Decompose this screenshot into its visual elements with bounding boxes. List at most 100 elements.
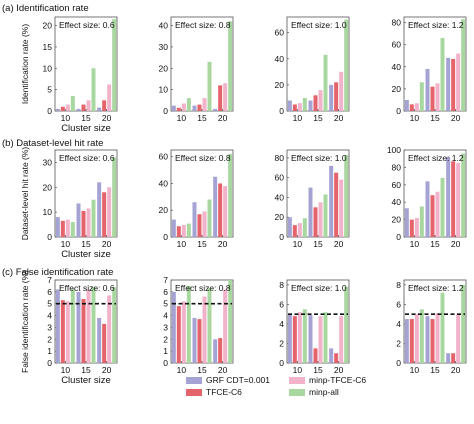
y-tick-label: 4 bbox=[279, 319, 284, 329]
legend-label: TFCE-C6 bbox=[206, 387, 242, 397]
bar-minpall bbox=[440, 38, 445, 111]
bar-minpall bbox=[91, 199, 96, 237]
bar-tfce bbox=[102, 192, 107, 237]
bar-grf bbox=[287, 314, 292, 363]
bar-minptfce bbox=[318, 90, 323, 111]
y-tick-label: 40 bbox=[392, 62, 402, 72]
y-tick-label: 6 bbox=[163, 287, 168, 297]
y-tick-label: 0 bbox=[47, 232, 52, 242]
bar-minpall bbox=[228, 280, 233, 363]
bar-minptfce bbox=[86, 289, 91, 363]
row-title: (a) Identification rate bbox=[2, 3, 89, 14]
bar-grf bbox=[192, 317, 197, 363]
x-tick-label: 15 bbox=[430, 239, 440, 249]
bar-tfce bbox=[218, 85, 223, 111]
bar-minptfce bbox=[65, 104, 70, 111]
bar-grf bbox=[213, 176, 218, 237]
bar-grf bbox=[97, 107, 102, 111]
bar-tfce bbox=[430, 195, 435, 237]
y-tick-label: 40 bbox=[392, 197, 402, 207]
y-tick-label: 0 bbox=[279, 232, 284, 242]
effect-size-label: Effect size: 1.2 bbox=[408, 20, 464, 30]
y-tick-label: 80 bbox=[392, 18, 402, 28]
bar-tfce bbox=[102, 100, 107, 111]
bar-minpall bbox=[461, 19, 466, 112]
y-tick-label: 6 bbox=[47, 287, 52, 297]
bar-minpall bbox=[323, 194, 328, 237]
x-tick-label: 20 bbox=[102, 239, 112, 249]
bar-grf bbox=[446, 57, 451, 111]
bar-minptfce bbox=[414, 103, 419, 111]
effect-size-label: Effect size: 0.6 bbox=[59, 283, 115, 293]
bar-tfce bbox=[218, 338, 223, 363]
bar-grf bbox=[446, 353, 451, 363]
y-tick-label: 2 bbox=[163, 334, 168, 344]
y-tick-label: 80 bbox=[275, 153, 285, 163]
y-tick-label: 0 bbox=[279, 106, 284, 116]
bar-grf bbox=[171, 219, 176, 237]
y-tick-label: 80 bbox=[392, 162, 402, 172]
bar-grf bbox=[329, 84, 334, 111]
bar-minpall bbox=[344, 19, 349, 111]
bar-grf bbox=[329, 165, 334, 237]
bar-grf bbox=[425, 316, 430, 363]
bar-minpall bbox=[70, 96, 75, 111]
bar-grf bbox=[55, 217, 60, 237]
y-tick-label: 20 bbox=[159, 205, 169, 215]
bar-grf bbox=[192, 105, 197, 111]
bar-grf bbox=[171, 105, 176, 111]
y-tick-label: 5 bbox=[163, 299, 168, 309]
x-tick-label: 20 bbox=[218, 239, 228, 249]
y-tick-label: 40 bbox=[159, 178, 169, 188]
x-tick-label: 20 bbox=[334, 365, 344, 375]
x-tick-label: 20 bbox=[451, 239, 461, 249]
x-tick-label: 20 bbox=[102, 365, 112, 375]
bar-minptfce bbox=[435, 83, 440, 111]
y-tick-label: 0 bbox=[279, 358, 284, 368]
bar-minpall bbox=[461, 153, 466, 237]
y-tick-label: 4 bbox=[47, 311, 52, 321]
bar-minpall bbox=[461, 284, 466, 363]
bar-minptfce bbox=[339, 71, 344, 111]
bar-tfce bbox=[292, 104, 297, 111]
legend-label: minp-all bbox=[309, 387, 339, 397]
bar-minpall bbox=[112, 287, 117, 363]
x-tick-label: 20 bbox=[218, 365, 228, 375]
bar-tfce bbox=[313, 348, 318, 363]
x-tick-label: 15 bbox=[197, 239, 207, 249]
y-tick-label: 20 bbox=[43, 182, 53, 192]
y-tick-label: 0 bbox=[163, 106, 168, 116]
bar-tfce bbox=[81, 298, 86, 363]
x-tick-label: 10 bbox=[410, 239, 420, 249]
x-tick-label: 15 bbox=[430, 113, 440, 123]
bar-tfce bbox=[313, 95, 318, 111]
bar-minptfce bbox=[107, 295, 112, 363]
bar-grf bbox=[76, 108, 81, 111]
bar-minpall bbox=[91, 287, 96, 363]
bar-minptfce bbox=[318, 316, 323, 363]
y-tick-label: 0 bbox=[163, 232, 168, 242]
x-axis-label: Cluster size bbox=[61, 123, 111, 134]
y-tick-label: 5 bbox=[47, 85, 52, 95]
bar-tfce bbox=[102, 323, 107, 363]
y-tick-label: 7 bbox=[47, 275, 52, 285]
bar-grf bbox=[425, 181, 430, 237]
bar-minptfce bbox=[86, 100, 91, 111]
bar-minptfce bbox=[414, 314, 419, 363]
bar-minptfce bbox=[435, 313, 440, 363]
bar-minptfce bbox=[223, 289, 228, 363]
bar-minpall bbox=[344, 286, 349, 363]
bar-tfce bbox=[313, 207, 318, 237]
bar-minptfce bbox=[86, 208, 91, 237]
bar-tfce bbox=[60, 300, 65, 363]
x-tick-label: 15 bbox=[81, 239, 91, 249]
bar-minptfce bbox=[202, 98, 207, 111]
row-title: (b) Dataset-level hit rate bbox=[2, 138, 103, 149]
y-tick-label: 20 bbox=[43, 21, 53, 31]
bar-minpall bbox=[440, 177, 445, 237]
bar-minpall bbox=[228, 154, 233, 237]
bar-minpall bbox=[91, 68, 96, 111]
x-tick-label: 20 bbox=[102, 113, 112, 123]
effect-size-label: Effect size: 0.8 bbox=[175, 153, 231, 163]
legend-swatch-minpall bbox=[289, 389, 305, 396]
